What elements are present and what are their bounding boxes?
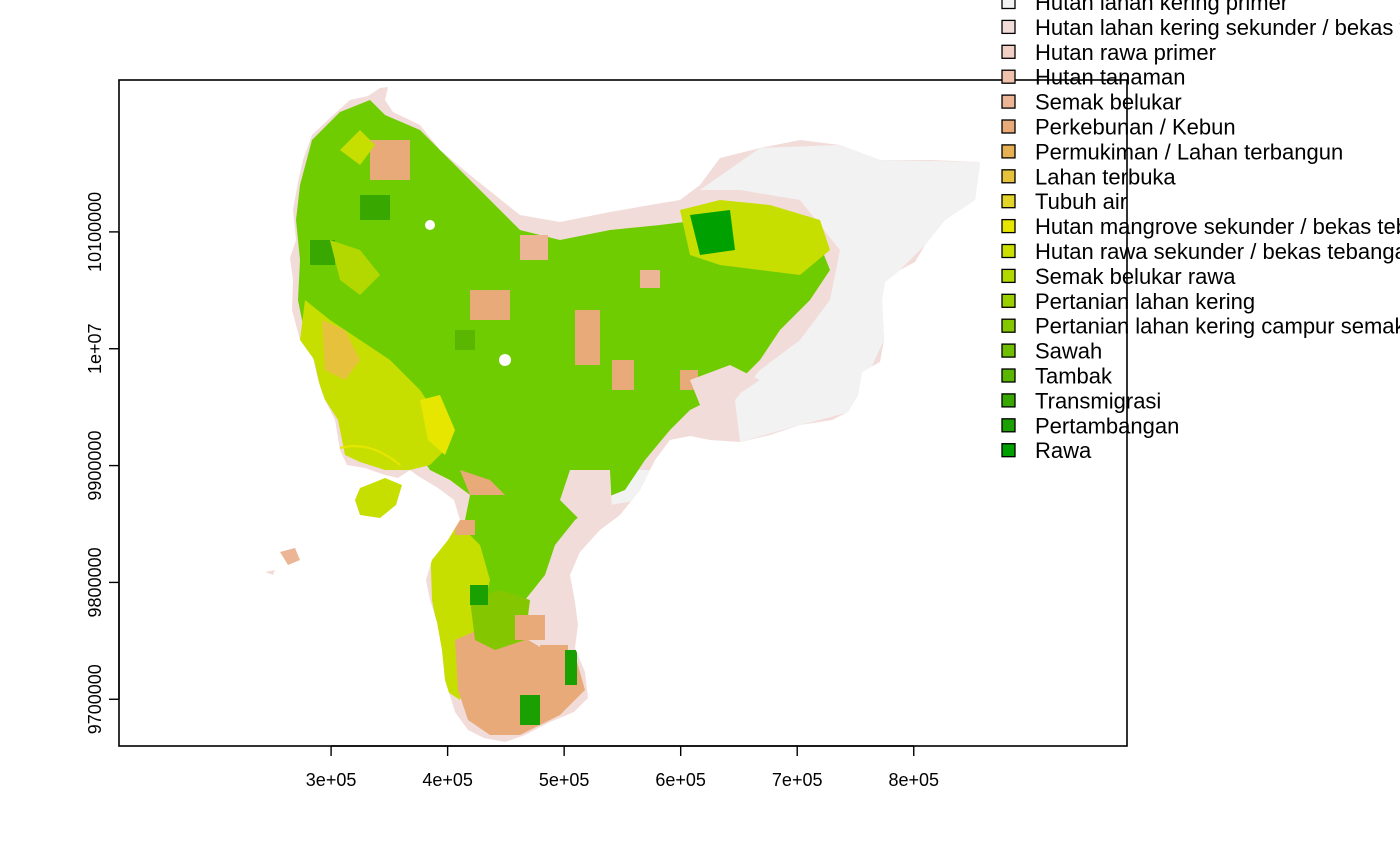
zone-swamp-shrub-south [430,525,490,700]
legend-label: Pertanian lahan kering [1035,289,1255,314]
zone-open-land-west [322,320,360,380]
legend-swatch [1001,293,1016,308]
legend-swatch [1001,69,1016,84]
zone-secondary-forest-south [560,470,612,520]
patch-plantation-9 [460,470,505,495]
x-axis: 3e+05 4e+05 5e+05 6e+05 7e+05 8e+05 [306,745,939,790]
island-swamp [355,478,402,518]
x-tick-label: 6e+05 [655,770,706,790]
legend-swatch [1001,268,1016,284]
zone-swamp-shrub-north [330,240,380,295]
legend-label: Permukiman / Lahan terbangun [1035,139,1343,164]
y-tick-label: 9900000 [85,431,105,501]
gap-1 [499,354,511,366]
x-tick-label: 3e+05 [306,770,357,790]
zone-secondary-forest-east [690,365,760,405]
legend-swatch [1001,119,1016,134]
legend-swatch [1001,218,1016,234]
island-small [265,570,275,575]
patch-shrub-2 [640,270,660,288]
patch-transmigration-1 [360,195,390,220]
zone-rawa-ne [690,210,735,255]
patch-transmigration-2 [310,240,335,265]
coastal-mangrove-line [339,445,401,466]
y-axis: 9700000 9800000 9900000 1e+07 10100000 [85,192,120,734]
y-tick-label: 10100000 [85,192,105,272]
legend-label: Hutan mangrove sekunder / bekas tebangan [1035,214,1400,239]
gap-2 [425,220,435,230]
legend-label: Hutan rawa sekunder / bekas tebangan [1035,239,1400,264]
legend-label: Sawah [1035,339,1102,364]
legend-label: Perkebunan / Kebun [1035,115,1236,140]
patch-plantation-8 [455,520,475,535]
legend-label: Semak belukar [1035,90,1182,115]
y-tick-label: 1e+07 [85,323,105,374]
land-cover-raster [265,87,980,742]
legend-label: Lahan terbuka [1035,164,1176,189]
patch-plantation-6 [540,645,568,675]
zone-swamp-secondary-north [340,130,375,165]
x-tick-label: 5e+05 [539,770,590,790]
legend-label: Hutan lahan kering sekunder / bekas teba… [1035,15,1400,40]
legend-label: Pertambangan [1035,413,1179,438]
legend-label: Pertanian lahan kering campur semak [1035,314,1400,339]
zone-mangrove-west [420,395,455,455]
patch-plantation-1 [370,140,410,180]
legend-label: Semak belukar rawa [1035,264,1236,289]
x-tick-label: 4e+05 [422,770,473,790]
patch-tambak-1 [455,330,475,350]
y-tick-label: 9700000 [85,664,105,734]
island-shrub [280,548,300,565]
legend-label: Tubuh air [1035,189,1127,214]
legend-swatch [1001,368,1016,383]
legend-label: Hutan rawa primer [1035,40,1216,65]
patch-mining-1 [470,585,488,605]
legend-swatch [1001,418,1016,433]
legend-swatch [1001,343,1016,358]
patch-plantation-3 [575,310,600,365]
legend-swatch [1001,0,1016,10]
patch-shrub-1 [520,235,548,260]
legend-swatch [1001,44,1016,59]
legend-label: Rawa [1035,438,1092,463]
patch-mining-2 [520,695,540,725]
legend-swatch [1001,194,1016,209]
x-tick-label: 8e+05 [888,770,939,790]
legend-swatch [1001,169,1016,184]
legend-swatch [1001,144,1016,159]
legend-swatch [1001,19,1016,35]
legend-label: Tambak [1035,364,1113,389]
legend-label: Transmigrasi [1035,388,1161,413]
legend-swatch [1001,318,1016,333]
legend-label: Hutan tanaman [1035,65,1185,90]
patch-plantation-2 [470,290,510,320]
legend-label: Hutan lahan kering primer [1035,0,1288,15]
legend-swatch [1001,393,1016,408]
y-tick-label: 9800000 [85,547,105,617]
legend-swatch [1001,443,1016,458]
legend-swatch [1001,94,1016,109]
patch-plantation-4 [612,360,634,390]
patch-mining-3 [565,650,577,685]
legend-swatch [1001,243,1016,259]
patch-plantation-5 [515,615,545,640]
x-tick-label: 7e+05 [772,770,823,790]
zone-primary-forest-east [700,145,980,442]
